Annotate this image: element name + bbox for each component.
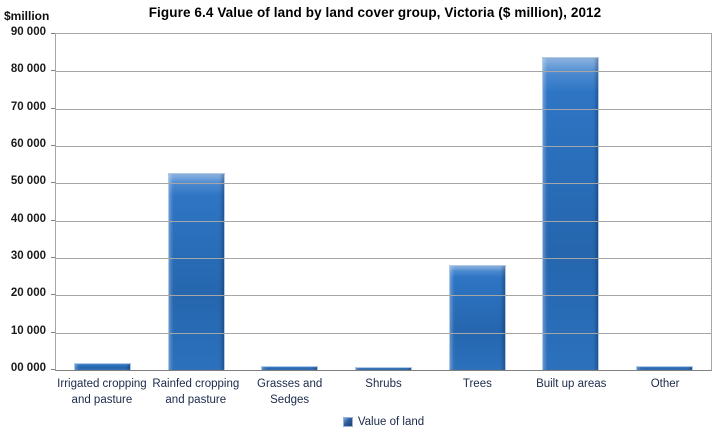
y-tick-label: 00 000: [10, 362, 46, 374]
bar-slot: [524, 34, 618, 370]
bar-irrigated-cropping-and-pasture: [74, 363, 132, 370]
y-tick-mark: [51, 257, 55, 258]
bars-container: [56, 34, 711, 370]
gridline: [56, 333, 711, 334]
x-axis-label: Grasses and Sedges: [257, 378, 323, 406]
bar-grasses-and-sedges: [261, 366, 319, 370]
y-tick-label: 40 000: [10, 213, 46, 225]
y-tick-label: 70 000: [10, 101, 46, 113]
bar-other: [635, 366, 693, 370]
gridline: [56, 71, 711, 72]
x-axis-label: Irrigated cropping and pasture: [57, 378, 147, 406]
y-tick-label: 90 000: [10, 26, 46, 38]
gridline: [56, 183, 711, 184]
legend-label: Value of land: [357, 416, 425, 428]
gridline: [56, 146, 711, 147]
y-tick-mark: [51, 33, 55, 34]
bar-slot: [243, 34, 337, 370]
y-tick-mark: [51, 108, 55, 109]
y-tick-label: 60 000: [10, 138, 46, 150]
y-tick-mark: [51, 182, 55, 183]
y-tick-label: 80 000: [10, 63, 46, 75]
bar-slot: [337, 34, 431, 370]
y-tick-label: 50 000: [10, 175, 46, 187]
y-tick-mark: [51, 220, 55, 221]
gridline: [56, 295, 711, 296]
x-axis-labels: Irrigated cropping and pasture Rainfed cr…: [55, 377, 712, 408]
y-tick-label: 20 000: [10, 287, 46, 299]
y-tick-label: 10 000: [10, 325, 46, 337]
y-tick-mark: [51, 145, 55, 146]
bar-slot: [617, 34, 711, 370]
y-tick-mark: [51, 332, 55, 333]
y-axis-unit-label: $million: [4, 9, 50, 23]
gridline: [56, 258, 711, 259]
x-axis-label: Shrubs: [365, 378, 402, 390]
bar-shrubs: [355, 367, 413, 370]
legend-marker-icon: [342, 417, 353, 427]
bar-slot: [430, 34, 524, 370]
bar-slot: [150, 34, 244, 370]
gridline: [56, 109, 711, 110]
chart-title: Figure 6.4 Value of land by land cover g…: [148, 5, 602, 20]
bar-rainfed-cropping-and-pasture: [167, 173, 225, 370]
y-tick-label: 30 000: [10, 250, 46, 262]
y-tick-mark: [51, 70, 55, 71]
bar-slot: [56, 34, 150, 370]
bar-built-up-areas: [542, 57, 600, 370]
plot-area: [55, 33, 712, 371]
x-axis-label: Built up areas: [536, 378, 607, 390]
x-axis-label: Trees: [462, 378, 492, 390]
x-axis-label: Other: [650, 378, 680, 390]
bar-trees: [448, 265, 506, 370]
gridline: [56, 221, 711, 222]
legend: Value of land: [55, 416, 712, 428]
y-tick-mark: [51, 369, 55, 370]
x-axis-label: Rainfed cropping and pasture: [152, 378, 240, 406]
y-tick-mark: [51, 294, 55, 295]
